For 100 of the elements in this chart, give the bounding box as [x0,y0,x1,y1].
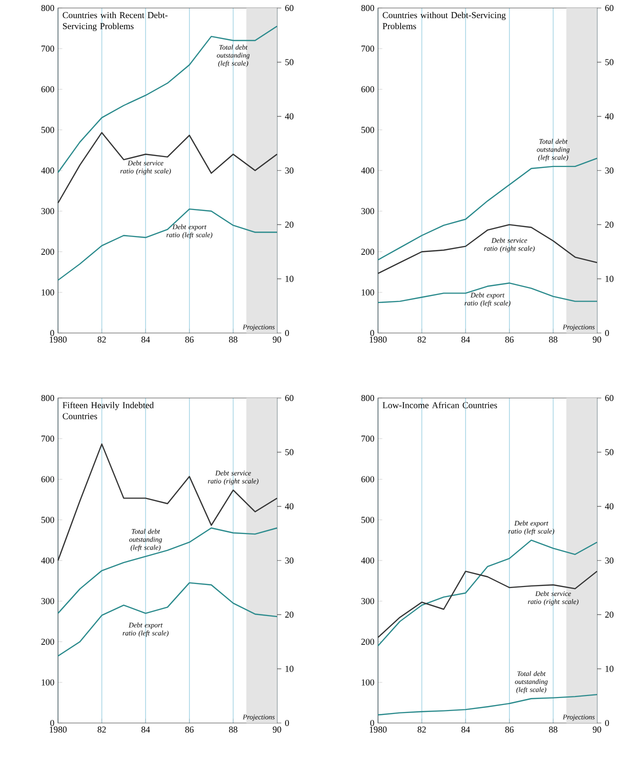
x-tick-label: 1980 [50,726,67,733]
y-tick-label: 400 [361,557,374,564]
x-tick-label: 86 [505,336,514,343]
y-tick-label: 500 [41,126,54,133]
y-tick-label: 700 [362,436,374,442]
y2-tick-label: 60 [605,4,614,12]
x-tick-label: 84 [141,726,150,733]
x-tick-label: 88 [229,726,238,733]
y2-tick-label: 10 [286,276,294,282]
line-series [377,224,598,274]
chart-title: Low-Income African Countries [382,402,498,408]
y-tick-label: 500 [41,516,54,523]
line-series [57,527,278,614]
y-tick-label: 600 [361,476,374,482]
y2-tick-label: 30 [285,167,294,174]
y-tick-label: 100 [42,289,54,296]
y-tick-label: 100 [42,679,54,686]
y2-tick-label: 10 [606,666,614,672]
text: Fifteen Heavily Indebted Countries [62,402,154,420]
y2-tick-label: 20 [285,222,294,228]
y2-tick-label: 0 [605,720,609,726]
y-tick-label: 800 [41,4,54,12]
y-tick-label: 0 [370,330,374,336]
y-tick-label: 300 [361,598,374,604]
x-tick-label: 1980 [370,336,387,343]
y2-tick-label: 20 [605,612,614,618]
y2-tick-label: 30 [605,167,614,174]
y-tick-label: 700 [42,436,54,442]
y2-tick-label: 40 [284,113,294,120]
y-tick-label: 500 [361,126,374,133]
y-tick-label: 600 [361,86,374,92]
y2-tick-label: 60 [285,4,294,12]
y2-tick-label: 50 [285,59,294,66]
y-tick-label: 300 [41,208,54,214]
x-tick-label: 90 [272,726,282,733]
x-tick-label: 90 [272,336,282,343]
line-series [57,443,278,562]
y-tick-label: 200 [361,248,374,255]
text: Countries without Debt-Servicing Problems [382,12,506,30]
x-tick-label: 82 [98,336,106,343]
y2-tick-label: 20 [285,612,294,618]
y2-tick-label: 50 [285,449,294,456]
y2-tick-label: 50 [605,59,614,66]
y-tick-label: 600 [41,86,54,92]
y-tick-label: 200 [361,638,374,645]
y2-tick-label: 60 [285,394,294,402]
x-tick-label: 1980 [370,726,387,733]
y2-tick-label: 0 [605,330,609,336]
y-tick-label: 500 [361,516,374,523]
line-series [377,694,598,716]
y-tick-label: 700 [362,46,374,52]
y2-tick-label: 40 [604,503,614,510]
y2-tick-label: 40 [284,503,294,510]
x-tick-label: 86 [185,336,194,343]
x-tick-label: 82 [418,726,426,733]
y-tick-label: 400 [41,557,54,564]
line-series [377,570,598,638]
y2-tick-label: 40 [604,113,614,120]
y-tick-label: 400 [361,167,374,174]
y-tick-label: 100 [362,679,374,686]
y-tick-label: 0 [50,330,54,336]
x-tick-label: 84 [461,336,470,343]
y2-tick-label: 60 [605,394,614,402]
x-tick-label: 90 [592,726,602,733]
y2-tick-label: 10 [286,666,294,672]
y-tick-label: 0 [50,720,54,726]
y2-tick-label: 0 [285,720,289,726]
y2-tick-label: 20 [605,222,614,228]
y-tick-label: 200 [41,248,54,255]
y-tick-label: 600 [41,476,54,482]
x-tick-label: 82 [98,726,106,733]
y-tick-label: 300 [41,598,54,604]
line-series [57,582,278,657]
x-tick-label: 88 [229,336,238,343]
y-tick-label: 100 [362,289,374,296]
x-tick-label: 86 [185,726,194,733]
y2-tick-label: 10 [606,276,614,282]
x-tick-label: 1980 [50,336,67,343]
y-tick-label: 200 [41,638,54,645]
x-tick-label: 90 [592,336,602,343]
x-tick-label: 88 [549,726,558,733]
y2-tick-label: 30 [285,557,294,564]
line-series [57,208,278,281]
line-series [57,132,278,204]
y-tick-label: 800 [361,4,374,12]
x-tick-label: 82 [418,336,426,343]
y-tick-label: 800 [361,394,374,402]
line-series [377,540,598,646]
text: Countries with Recent Debt-Servicing Problems [62,12,168,32]
y-tick-label: 300 [361,208,374,214]
y-tick-label: 700 [42,46,54,52]
y2-tick-label: 50 [605,449,614,456]
y2-tick-label: 0 [285,330,289,336]
y-tick-label: 800 [41,394,54,402]
y-tick-label: 0 [370,720,374,726]
x-tick-label: 86 [505,726,514,733]
x-tick-label: 84 [461,726,470,733]
x-tick-label: 84 [141,336,150,343]
y-tick-label: 400 [41,167,54,174]
y2-tick-label: 30 [605,557,614,564]
